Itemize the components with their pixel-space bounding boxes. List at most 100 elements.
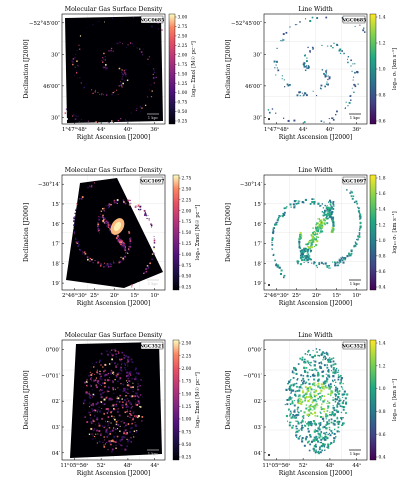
colorbar-tick-label: 0.75 (182, 264, 192, 269)
x-tick-label: 1ʰ47ᵐ48ˢ (264, 126, 289, 133)
colorbar-label: log₁₀ σᵥ [km s⁻¹] (392, 48, 398, 90)
colorbar-tick-label: 0.50 (182, 443, 192, 448)
x-tick-label: 20ˢ (110, 293, 119, 299)
y-tick-label: 02′ (52, 399, 61, 405)
y-tick-label: 46′00″ (245, 84, 262, 90)
y-tick-label: −0°01′ (41, 373, 61, 379)
y-tick-label: 15′ (254, 202, 263, 208)
map-image (271, 189, 362, 279)
colorbar-tick-label: 0.50 (178, 110, 188, 115)
x-tick-label: 2ʰ46ᵐ30ˢ (264, 292, 289, 299)
colorbar-tick-label: 0.4 (379, 456, 386, 461)
colorbar-tick-label: 1.00 (178, 91, 188, 96)
y-tick-label: 15′ (52, 202, 61, 208)
x-axis-label: Right Ascension [J2000] (77, 300, 150, 307)
y-tick-label: 0°00′ (46, 348, 61, 354)
colorbar-tick-label: 1.50 (178, 72, 188, 77)
colorbar (369, 174, 377, 291)
colorbar-tick-label: 1.00 (182, 253, 192, 258)
colorbar-tick-label: 1.25 (178, 82, 188, 87)
x-tick-label: 48ˢ (124, 463, 133, 469)
panel-ngc1097-width: Line Width NGC1097 1 kpc −30°14′ 15′ 16′ 17′ 18… (225, 167, 398, 307)
y-tick-label: 30″ (253, 115, 262, 121)
y-tick-label: 02′ (254, 399, 263, 405)
x-tick-label: 40ˢ (326, 127, 335, 133)
colorbar-tick-label: 3.00 (178, 16, 188, 21)
x-tick-label: 36ˢ (352, 127, 361, 133)
colorbar-tick-label: 1.6 (379, 192, 386, 197)
panel-title: Line Width (298, 332, 332, 339)
colorbar-tick-label: 0.25 (178, 120, 188, 125)
scale-bar-label: 1 kpc (350, 281, 360, 286)
colorbar-tick-label: 2.25 (182, 198, 192, 203)
scale-bar-label: 1 kpc (148, 115, 158, 120)
colorbar-tick-label: 1.4 (379, 16, 386, 21)
y-tick-label: 0°00′ (248, 348, 263, 354)
x-tick-label: 25ˢ (292, 293, 301, 299)
panel-title: Molecular Gas Surface Density (65, 167, 163, 174)
panel-ngc3521-width: Line Width NGC3521 1 kpc 0°00′ −0°01′ 02′ 03′ 0… (225, 332, 398, 477)
scale-bar-label: 1 kpc (350, 451, 360, 456)
colorbar-tick-label: 1.25 (182, 405, 192, 410)
panel-ngc3521-density: Molecular Gas Surface Density NGC3521 1 kp… (23, 332, 201, 477)
x-tick-label: 48ˢ (326, 463, 335, 469)
panel-ngc0685-width: Line Width NGC0685 1 kpc −52°45′00″ 30″ 46′00… (225, 6, 398, 141)
x-tick-label: 44ˢ (150, 463, 159, 469)
y-tick-label: 18′ (254, 261, 263, 267)
colorbar-label: log₁₀ σᵥ [km s⁻¹] (392, 379, 398, 421)
colorbar-tick-label: 1.50 (182, 392, 192, 397)
y-tick-label: −30°14′ (38, 182, 61, 188)
colorbar-tick-label: 1.2 (379, 42, 386, 47)
x-tick-label: 2ʰ46ᵐ30ˢ (62, 292, 87, 299)
y-axis-label: Declination [J2000] (23, 39, 30, 98)
y-tick-label: 30″ (51, 115, 60, 121)
y-tick-label: 46′00″ (43, 84, 60, 90)
colorbar-tick-label: 0.25 (182, 286, 192, 291)
colorbar-tick-label: 1.00 (182, 418, 192, 423)
x-tick-label: 40ˢ (124, 127, 133, 133)
colorbar-tick-label: 0.8 (379, 94, 386, 99)
colorbar (369, 13, 377, 125)
y-tick-label: 03′ (52, 425, 61, 431)
colorbar-tick-label: 1.0 (379, 387, 386, 392)
map-image (284, 348, 349, 455)
x-tick-label: 11ʰ05ᵐ56ˢ (262, 462, 290, 469)
map-image (70, 342, 162, 458)
panel-ngc1097-density: Molecular Gas Surface Density NGC1097 1 kp… (23, 167, 201, 307)
y-tick-label: −52°45′00″ (231, 21, 262, 27)
x-tick-label: 44ˢ (352, 463, 361, 469)
colorbar-tick-label: 2.50 (182, 188, 192, 193)
y-axis-label: Declination [J2000] (225, 370, 232, 429)
y-tick-label: 04′ (52, 451, 61, 457)
x-tick-label: 36ˢ (150, 127, 159, 133)
colorbar-tick-label: 0.8 (379, 410, 386, 415)
colorbar-tick-label: 2.50 (182, 342, 192, 347)
y-tick-label: 17′ (254, 242, 263, 248)
x-tick-label: 52ˢ (97, 463, 106, 469)
colorbar-tick-label: 0.6 (379, 120, 386, 125)
y-axis-label: Declination [J2000] (23, 203, 30, 262)
colorbar-tick-label: 0.75 (182, 430, 192, 435)
y-tick-label: −30°14′ (240, 182, 263, 188)
galaxy-label: NGC3521 (140, 343, 165, 349)
x-tick-label: 52ˢ (299, 463, 308, 469)
y-tick-label: 19′ (52, 281, 61, 287)
x-tick-label: 25ˢ (90, 293, 99, 299)
galaxy-label: NGC1097 (140, 178, 165, 184)
colorbar-tick-label: 2.75 (182, 177, 192, 182)
colorbar-tick-label: 2.00 (182, 367, 192, 372)
y-tick-label: 16′ (254, 222, 263, 228)
galaxy-label: NGC3521 (342, 343, 367, 349)
colorbar-tick-label: 1.25 (182, 242, 192, 247)
galaxy-label: NGC0685 (342, 17, 367, 23)
y-tick-label: −0°01′ (243, 373, 263, 379)
x-tick-label: 15ˢ (130, 293, 139, 299)
colorbar-tick-label: 0.6 (379, 270, 386, 275)
y-tick-label: 18′ (52, 261, 61, 267)
x-axis-label: Right Ascension [J2000] (279, 470, 352, 477)
colorbar-tick-label: 1.4 (379, 208, 386, 213)
y-axis-label: Declination [J2000] (225, 203, 232, 262)
colorbar-tick-label: 0.75 (178, 101, 188, 106)
y-axis-label: Declination [J2000] (225, 39, 232, 98)
